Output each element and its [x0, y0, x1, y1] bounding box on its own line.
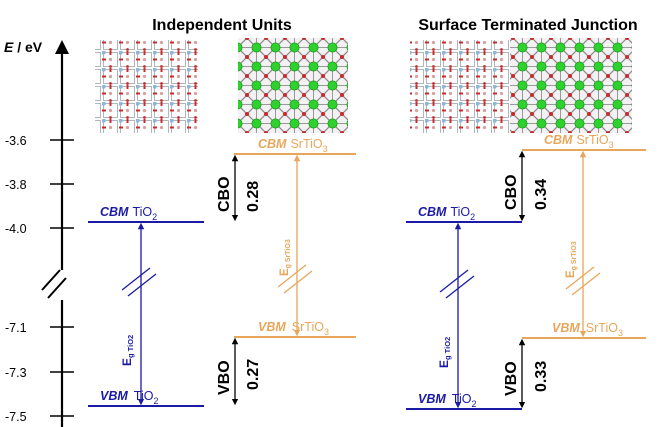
tick-label: -7.1 — [5, 321, 27, 335]
tio2-vbm-label: VBM TiO2 — [418, 392, 476, 409]
axis-label: E / eV — [4, 39, 43, 55]
axis-ticks — [50, 139, 74, 417]
srtio3-cbm-label: CBM SrTiO3 — [258, 137, 328, 154]
energy-axis — [41, 40, 69, 427]
structure-srtio3-left — [238, 38, 348, 133]
tick-label: -7.3 — [5, 366, 27, 380]
structure-tio2-left — [95, 40, 198, 133]
srtio3-cbm-label: CBM SrTiO3 — [544, 133, 614, 150]
tick-label: -3.8 — [5, 178, 27, 192]
cbo-value: 0.28 — [245, 181, 262, 212]
tio2-cbm-label: CBM TiO2 — [100, 205, 157, 222]
cbo-label: CBO — [503, 174, 520, 210]
vbo-label: VBO — [216, 360, 233, 395]
tick-label: -4.0 — [5, 222, 27, 236]
structure-junction — [410, 38, 632, 133]
srtio3-vbm-label: VBM SrTiO3 — [552, 321, 623, 338]
tio2-gap-label: Eg TiO2 — [120, 335, 135, 366]
vbo-value: 0.27 — [245, 359, 262, 390]
title-independent-units: Independent Units — [152, 17, 292, 34]
title-surface-terminated-junction: Surface Terminated Junction — [418, 17, 637, 34]
cbo-label: CBO — [216, 176, 233, 212]
tio2-gap-label: Eg TiO2 — [437, 337, 452, 368]
panel-independent: CBM TiO2 VBM TiO2 Eg TiO2 CBM SrTiO3 VBM SrT… — [88, 137, 356, 407]
srtio3-gap-label: Eg SrTiO3 — [279, 239, 292, 276]
axis-tick-labels: -3.6 -3.8 -4.0 -7.1 -7.3 -7.5 — [5, 134, 27, 424]
srtio3-gap-label: Eg SrTiO3 — [565, 241, 578, 278]
tick-label: -3.6 — [5, 134, 27, 148]
vbo-value: 0.33 — [533, 361, 550, 392]
tio2-cbm-label: CBM TiO2 — [418, 205, 475, 222]
panel-junction: CBM TiO2 VBM TiO2 Eg TiO2 CBM SrTiO3 VBM SrT… — [406, 133, 646, 410]
tio2-vbm-label: VBM TiO2 — [100, 389, 158, 406]
tick-label: -7.5 — [5, 410, 27, 424]
srtio3-vbm-label: VBM SrTiO3 — [258, 320, 329, 337]
vbo-label: VBO — [503, 361, 520, 396]
cbo-value: 0.34 — [533, 179, 550, 210]
